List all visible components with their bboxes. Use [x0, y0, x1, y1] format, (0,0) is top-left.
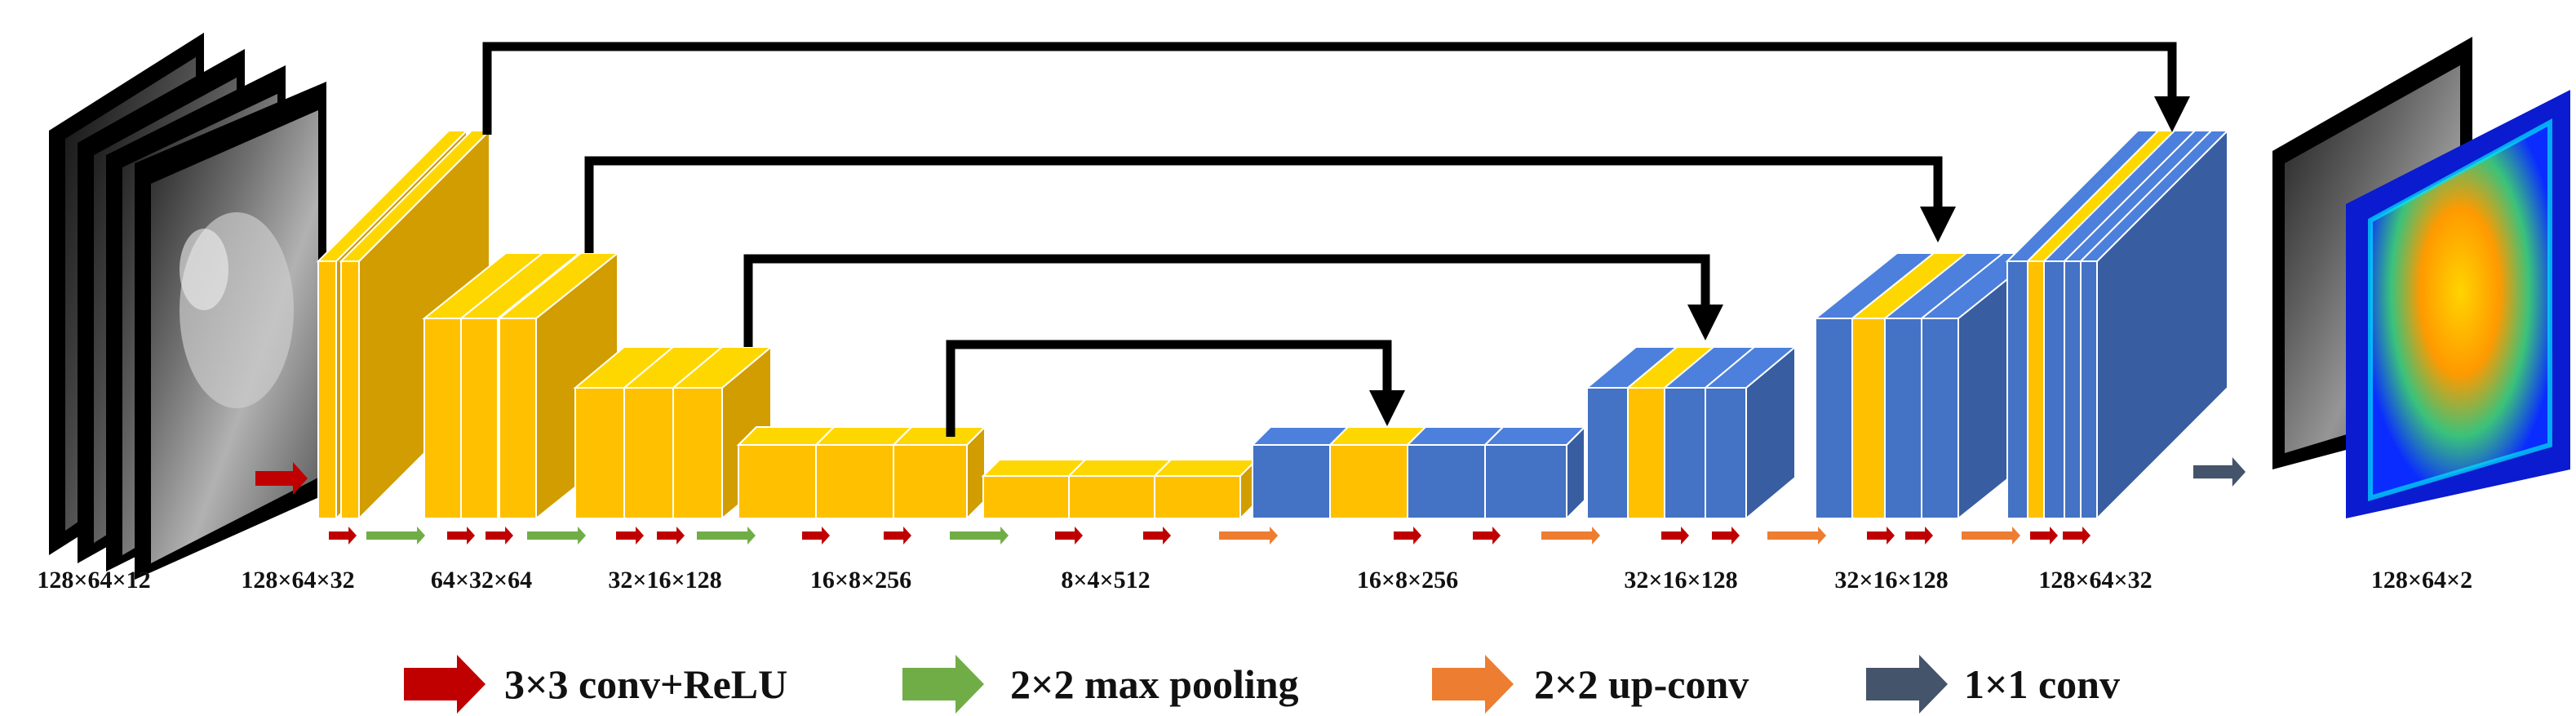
- conv-relu-arrow-icon: [802, 527, 830, 545]
- skip-connection-1: [482, 42, 2177, 135]
- up-conv-arrow-icon: [1432, 655, 1514, 714]
- legend-label: 3×3 conv+ReLU: [504, 661, 787, 707]
- conv-relu-arrow-icon: [1905, 527, 1933, 545]
- skip-arrowhead-4: [1369, 390, 1405, 426]
- conv-relu-arrow-icon: [485, 527, 513, 545]
- up-conv-arrow-icon: [1962, 527, 2020, 545]
- decoder-block-2: [1703, 345, 1798, 521]
- dim-label: 32×16×128: [1834, 567, 1948, 594]
- legend-item-up-conv: 2×2 up-conv: [1432, 655, 1749, 714]
- conv-relu-arrow-icon: [1394, 527, 1421, 545]
- dim-label: 8×4×512: [1061, 567, 1150, 594]
- skip-connection-2: [584, 156, 1943, 253]
- max-pooling-arrow-icon: [902, 655, 984, 714]
- legend-item-1x1-conv: 1×1 conv: [1866, 655, 2120, 714]
- conv-relu-arrow-icon: [2063, 527, 2091, 545]
- up-conv-arrow-icon: [1219, 527, 1278, 545]
- legend-label: 2×2 up-conv: [1534, 661, 1749, 707]
- decoder-block-4: [2078, 128, 2230, 521]
- encoder-block-4: [814, 425, 914, 521]
- dim-label: 32×16×128: [1624, 567, 1737, 594]
- conv-relu-arrow-icon: [616, 527, 644, 545]
- conv-relu-arrow-icon: [2030, 527, 2058, 545]
- output-image-stack: [2272, 37, 2570, 518]
- dim-label: 32×16×128: [608, 567, 721, 594]
- dim-label: 128×64×32: [241, 567, 354, 594]
- input-slice: [135, 82, 326, 580]
- max-pooling-arrow-icon: [527, 527, 586, 545]
- skip-connection-3: [743, 254, 1710, 347]
- network-blocks: [316, 128, 2230, 521]
- conv-relu-arrow-icon: [884, 527, 911, 545]
- 1x1-conv-arrow-icon: [1866, 655, 1948, 714]
- conv-relu-arrow-icon: [1712, 527, 1740, 545]
- conv-relu-arrow-icon: [1473, 527, 1501, 545]
- legend-item-conv-relu: 3×3 conv+ReLU: [404, 655, 787, 714]
- input-image-stack: [49, 33, 326, 580]
- dim-label: 128×64×2: [2371, 567, 2472, 594]
- max-pooling-arrow-icon: [366, 527, 425, 545]
- skip-arrowhead-1: [2154, 96, 2190, 132]
- conv-relu-arrow-icon: [329, 527, 357, 545]
- dim-label: 128×64×12: [37, 567, 150, 594]
- max-pooling-arrow-icon: [697, 527, 756, 545]
- conv-relu-arrow-icon: [1867, 527, 1895, 545]
- conv-relu-arrow-icon: [1143, 527, 1171, 545]
- dim-label: 128×64×32: [2038, 567, 2152, 594]
- skip-arrowhead-2: [1920, 207, 1956, 242]
- conv-relu-arrow-icon: [404, 655, 485, 714]
- dimension-labels: 128×64×12 128×64×32 64×32×64 32×16×128 1…: [37, 567, 2472, 594]
- decoder-block-1: [1483, 425, 1587, 521]
- dim-label: 64×32×64: [431, 567, 532, 594]
- dim-label: 16×8×256: [1357, 567, 1458, 594]
- bottleneck-block: [1152, 457, 1259, 521]
- legend-label: 1×1 conv: [1964, 661, 2120, 707]
- conv-relu-arrow-icon: [657, 527, 685, 545]
- conv-relu-arrow-icon: [255, 462, 308, 495]
- 1x1-conv-arrow-icon: [2193, 457, 2246, 487]
- skip-arrowheads: [1369, 96, 2190, 426]
- legend-item-max-pooling: 2×2 max pooling: [902, 655, 1299, 714]
- conv-relu-arrow-icon: [1055, 527, 1083, 545]
- output-segmentation-map: [2346, 90, 2570, 518]
- skip-connection-4: [946, 340, 1392, 437]
- operation-arrows: [255, 457, 2246, 545]
- up-conv-arrow-icon: [1767, 527, 1826, 545]
- encoder-block-4: [891, 425, 987, 521]
- skip-arrowhead-3: [1687, 305, 1723, 340]
- skip-connections: [482, 42, 2177, 437]
- max-pooling-arrow-icon: [950, 527, 1009, 545]
- conv-relu-arrow-icon: [1661, 527, 1689, 545]
- dim-label: 16×8×256: [810, 567, 911, 594]
- up-conv-arrow-icon: [1541, 527, 1600, 545]
- conv-relu-arrow-icon: [447, 527, 475, 545]
- legend-label: 2×2 max pooling: [1010, 661, 1299, 707]
- legend: 3×3 conv+ReLU 2×2 max pooling 2×2 up-con…: [404, 655, 2120, 714]
